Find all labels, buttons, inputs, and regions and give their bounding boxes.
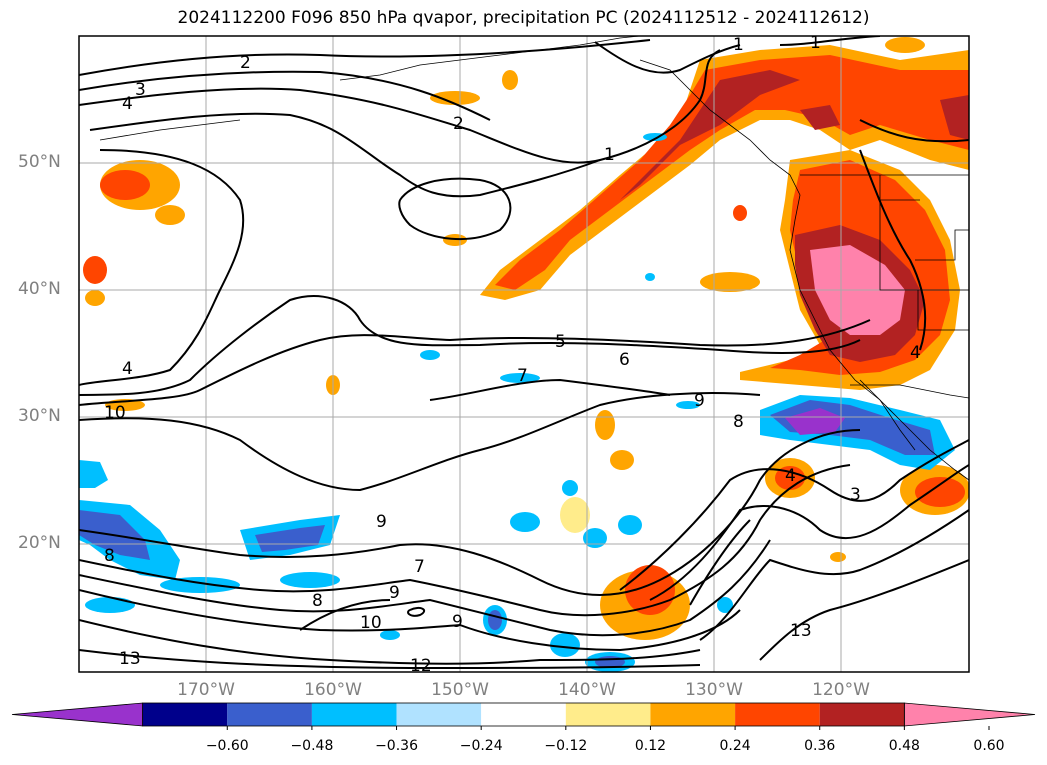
coastlines	[99, 36, 969, 481]
contour-label: 2	[240, 53, 251, 73]
colorbar-tick-label: 0.12	[634, 738, 667, 754]
colorbar-segment	[481, 703, 566, 726]
colorbar-extend-min	[11, 702, 144, 727]
colorbar-segment	[565, 703, 651, 726]
contour-label: 8	[733, 412, 744, 432]
contour-label: 12	[410, 656, 432, 676]
contour-label: 4	[785, 466, 796, 486]
contour-label: 1	[810, 33, 821, 53]
lat-label: 40°N	[18, 279, 61, 299]
lat-label: 20°N	[18, 533, 61, 553]
lat-label: 50°N	[18, 152, 61, 172]
contour-label: 9	[694, 391, 705, 411]
contour-label: 4	[910, 343, 921, 363]
contour-label: 3	[135, 80, 146, 100]
colorbar-tick-label: 0.24	[719, 738, 751, 754]
contour-label: 1	[733, 35, 744, 55]
contour-label: 5	[555, 332, 566, 352]
lon-label: 130°W	[685, 680, 743, 700]
colorbar-tick-label: 0.36	[804, 738, 836, 754]
contour-label: 6	[619, 350, 630, 370]
map-frame	[78, 35, 970, 673]
precip-positive-shading	[83, 37, 969, 640]
lon-label: 150°W	[431, 680, 489, 700]
colorbar-segment	[227, 703, 312, 726]
colorbar-extend-max	[903, 702, 1036, 727]
contour-labels: 1 1 1 2 2 3 4 4 5 6 7 7 8 8 8 9 9 9 9 10…	[104, 33, 921, 676]
lon-label: 170°W	[177, 680, 235, 700]
lat-label: 30°N	[18, 406, 61, 426]
colorbar-tick-label: −0.36	[375, 738, 418, 754]
lon-label: 120°W	[812, 680, 870, 700]
contour-label: 7	[414, 557, 425, 577]
colorbar-segment	[650, 703, 736, 726]
contour-label: 9	[376, 512, 387, 532]
contour-label: 4	[122, 94, 133, 114]
qvapor-contours	[79, 36, 969, 670]
contour-label: 8	[104, 546, 115, 566]
contour-label: 9	[389, 583, 400, 603]
contour-label: 13	[119, 649, 141, 669]
colorbar-segment	[142, 703, 228, 726]
map-area: 1 1 1 2 2 3 4 4 5 6 7 7 8 8 8 9 9 9 9 10…	[79, 33, 969, 676]
colorbar-tick-label: −0.12	[544, 738, 588, 754]
colorbar-tick-label: 0.60	[973, 738, 1005, 754]
contour-label: 1	[604, 145, 615, 165]
contour-label: 13	[790, 621, 812, 641]
colorbar-tick-label: −0.24	[459, 738, 503, 754]
colorbar-tick-label: −0.60	[205, 738, 249, 754]
lon-label: 140°W	[558, 680, 616, 700]
contour-label: 8	[312, 591, 323, 611]
colorbar-segment	[396, 703, 482, 726]
contour-label: 2	[453, 114, 464, 134]
colorbar-segment	[735, 703, 820, 726]
contour-label: 10	[360, 613, 382, 633]
contour-label: 7	[517, 366, 528, 386]
contour-label: 9	[452, 612, 463, 632]
colorbar-tick-label: −0.48	[290, 738, 334, 754]
contour-label: 4	[122, 359, 133, 379]
lon-label: 160°W	[304, 680, 362, 700]
graticule	[79, 36, 969, 672]
contour-label: 10	[104, 403, 126, 423]
colorbar-segment	[819, 703, 905, 726]
contour-label: 3	[850, 485, 861, 505]
colorbar-frame	[142, 702, 905, 727]
colorbar-segment	[311, 703, 397, 726]
figure-title: 2024112200 F096 850 hPa qvapor, precipit…	[177, 8, 870, 28]
colorbar-tick-label: 0.48	[888, 738, 920, 754]
